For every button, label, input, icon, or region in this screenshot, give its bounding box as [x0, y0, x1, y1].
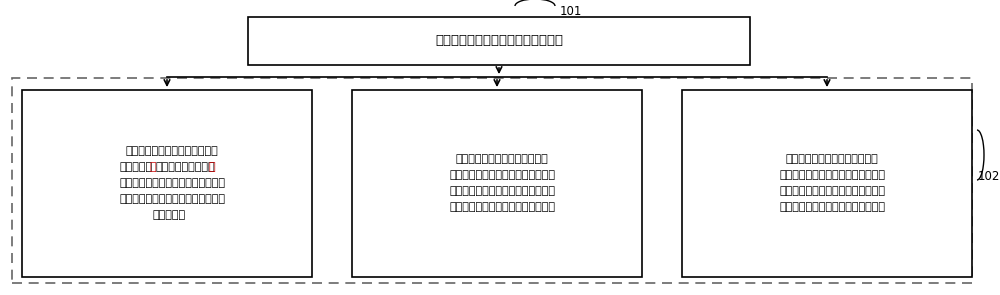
- Text: 在供热机组的供电煤耗和供热煤: 在供热机组的供电煤耗和供热煤: [126, 147, 219, 157]
- Text: 级能耗等级参数，对供电煤耗进行计: 级能耗等级参数，对供电煤耗进行计: [120, 178, 226, 189]
- Bar: [352, 90, 642, 277]
- Text: 耗的限额值: 耗的限额值: [152, 211, 185, 220]
- Text: 一级能耗等级时，根据一级能耗等级: 一级能耗等级时，根据一级能耗等级: [780, 171, 886, 181]
- Text: 确定供热机组的供电煤耗和供热煤耗: 确定供热机组的供电煤耗和供热煤耗: [435, 35, 563, 47]
- Text: 供热工况下的一级供电煤耗的限额值: 供热工况下的一级供电煤耗的限额值: [780, 202, 886, 212]
- Bar: [682, 90, 972, 277]
- Bar: [12, 78, 972, 283]
- Text: 级能耗等级时，根据: 级能耗等级时，根据: [155, 163, 215, 173]
- Text: 三: 三: [149, 163, 156, 173]
- Text: 耗同时满足: 耗同时满足: [120, 163, 153, 173]
- Text: 三: 三: [208, 163, 215, 173]
- Text: 102: 102: [978, 171, 1000, 183]
- Text: 在供电煤耗和供热煤耗同时满足: 在供电煤耗和供热煤耗同时满足: [786, 155, 879, 165]
- Bar: [22, 90, 312, 277]
- Bar: [248, 17, 750, 65]
- Text: 参数，对供电煤耗进行计算，获得在: 参数，对供电煤耗进行计算，获得在: [780, 186, 886, 196]
- Text: 101: 101: [560, 5, 582, 18]
- Text: 供热工况下的二级供电煤耗的限额值: 供热工况下的二级供电煤耗的限额值: [450, 202, 556, 212]
- Text: 参数，对供电煤耗进行计算，获得在: 参数，对供电煤耗进行计算，获得在: [450, 186, 556, 196]
- Text: 在供电煤耗和供热煤耗同时满足: 在供电煤耗和供热煤耗同时满足: [456, 155, 549, 165]
- Text: 算，获得在供热工况下的三级供电煤: 算，获得在供热工况下的三级供电煤: [120, 194, 226, 204]
- Text: 二级能耗等级时，根据二级能耗等级: 二级能耗等级时，根据二级能耗等级: [450, 171, 556, 181]
